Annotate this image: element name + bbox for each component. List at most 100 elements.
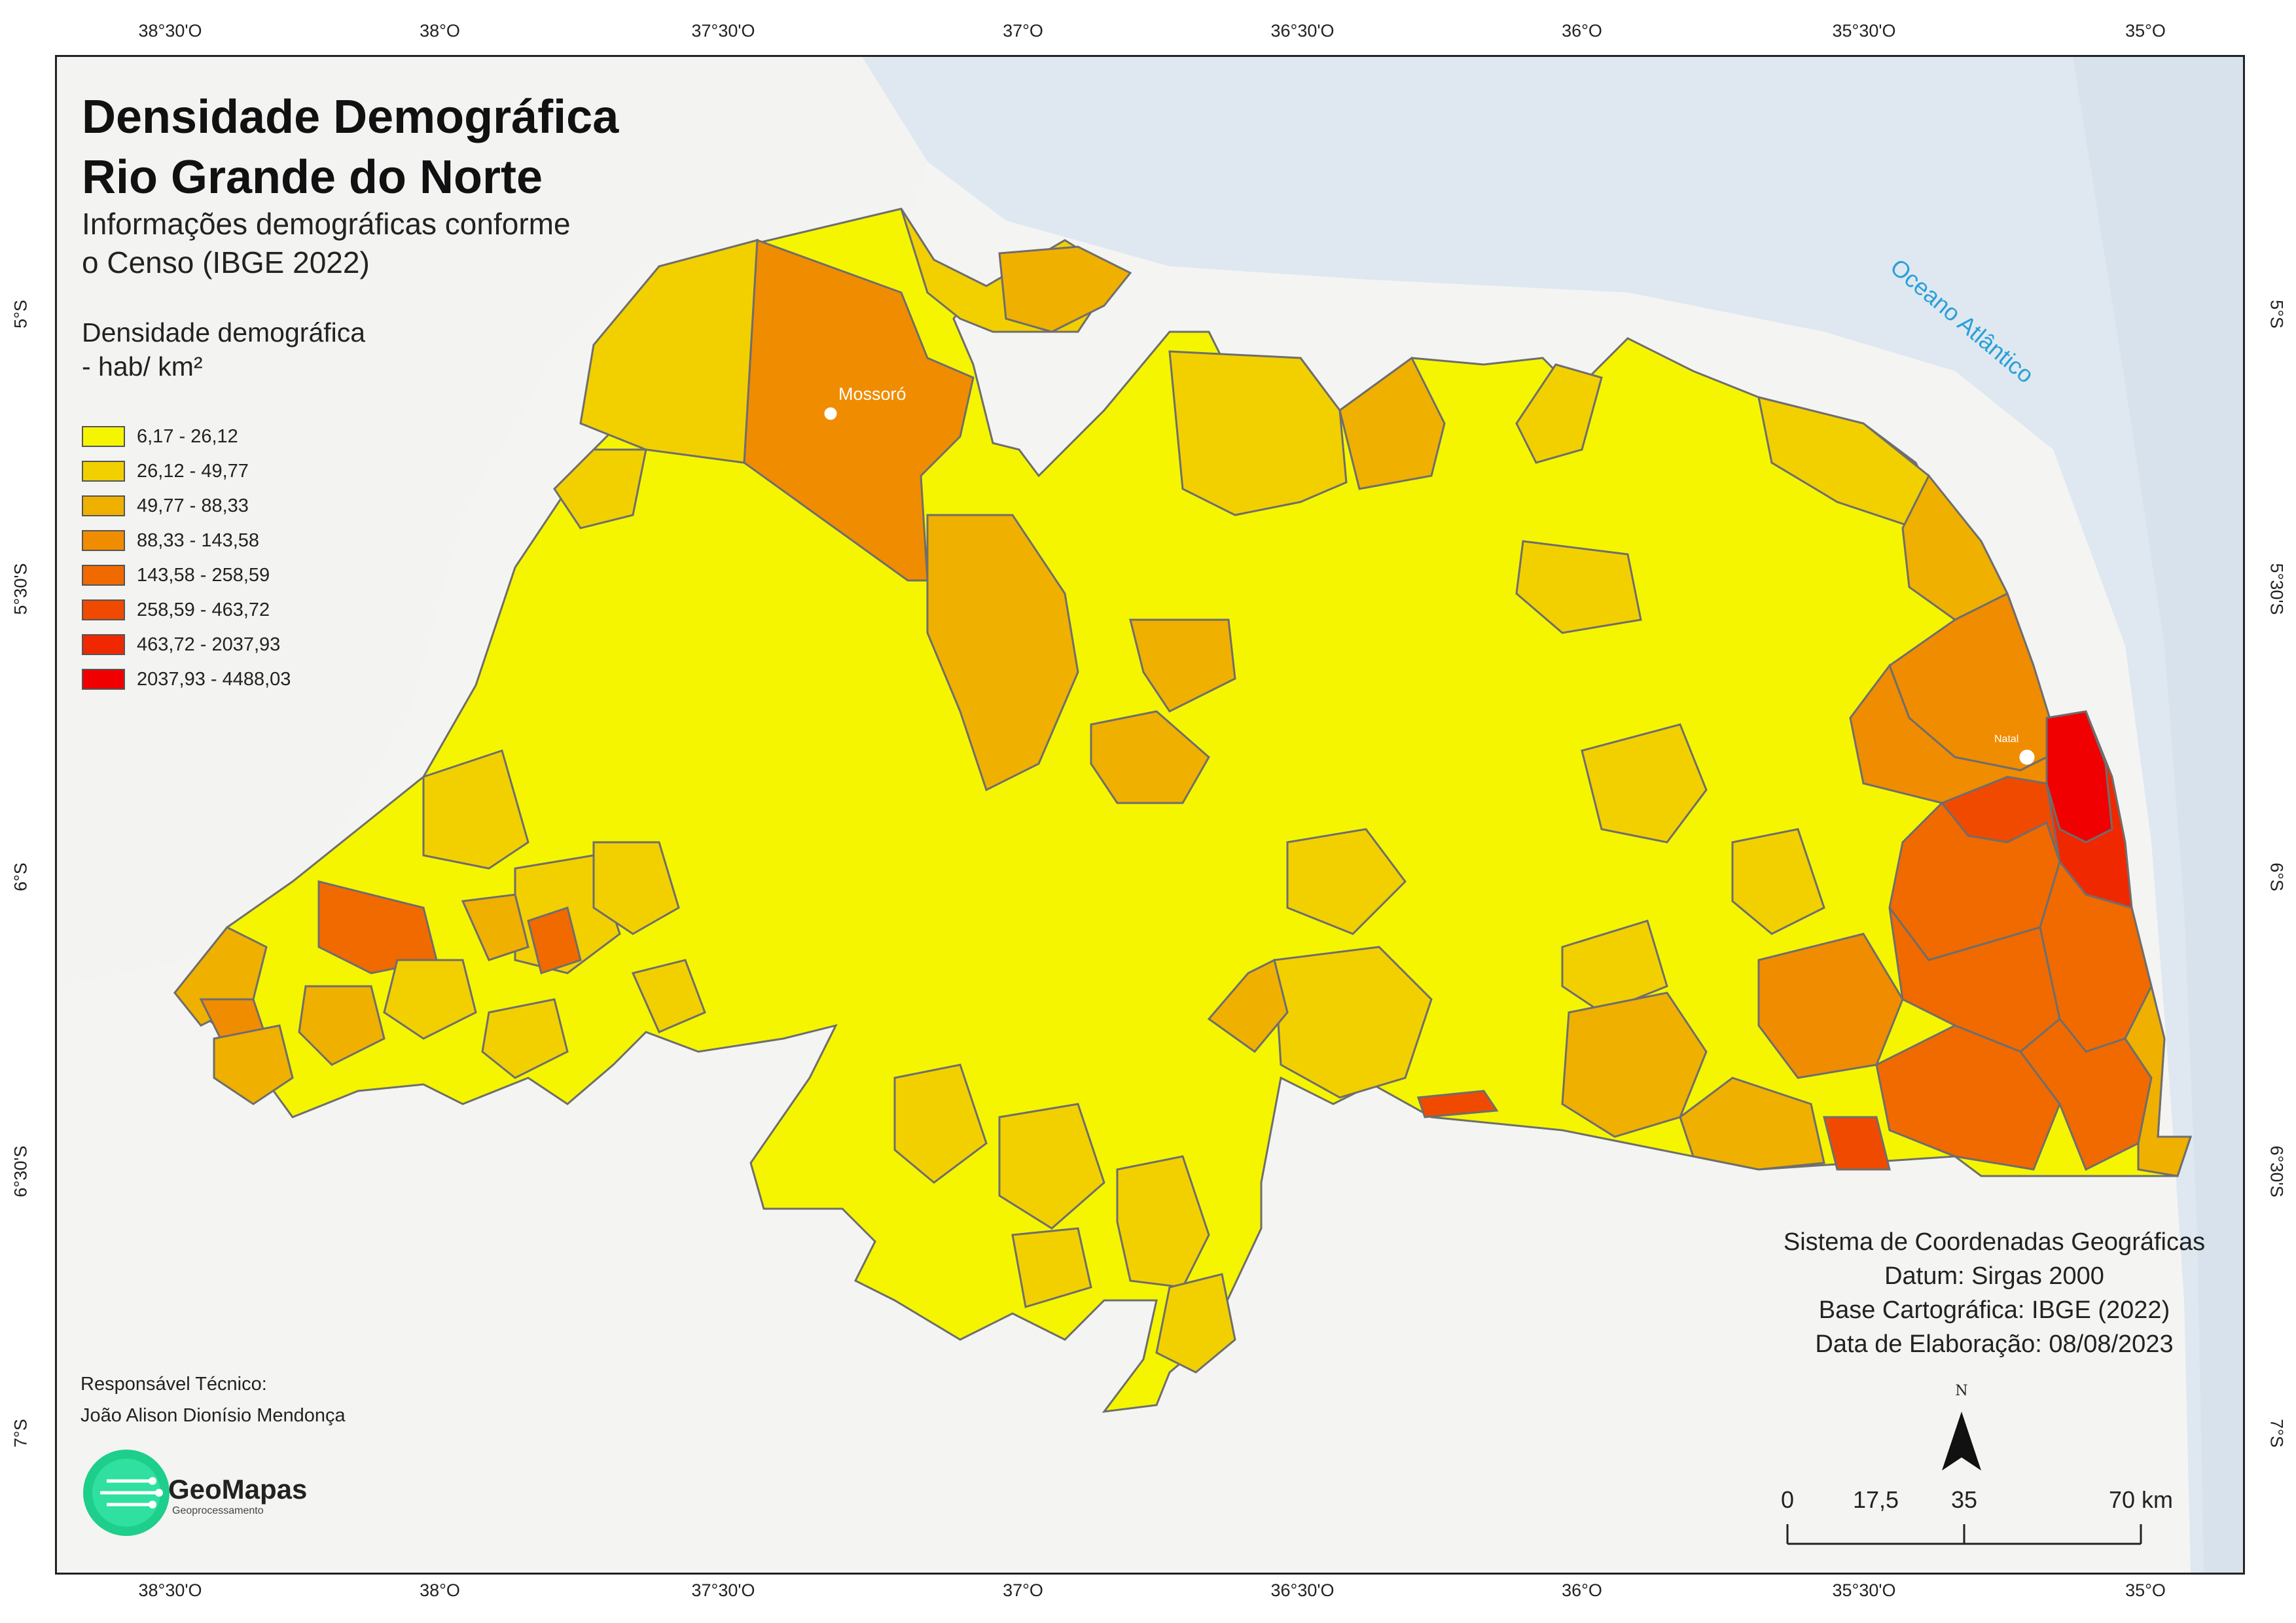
map-subtitle-line2: o Censo (IBGE 2022)	[82, 245, 370, 279]
legend-label: 6,17 - 26,12	[137, 425, 238, 447]
municipality-central-8[interactable]	[1731, 828, 1825, 935]
municipality-north-coast-2[interactable]	[998, 245, 1132, 333]
municipality-west-6[interactable]	[213, 1024, 294, 1105]
municipality-north-coast-3[interactable]	[1168, 350, 1348, 516]
geomapas-logo-icon	[83, 1450, 170, 1536]
longitude-tick-top: 35°30'O	[1832, 21, 1896, 41]
legend-label: 26,12 - 49,77	[137, 460, 249, 482]
city-marker-mossoro[interactable]	[824, 407, 837, 420]
municipality-south-9[interactable]	[1011, 1227, 1092, 1308]
longitude-tick-bottom: 38°O	[420, 1580, 460, 1600]
municipality-west-13[interactable]	[481, 998, 569, 1079]
municipality-central-2[interactable]	[1129, 618, 1236, 713]
city-label-mossoro: Mossoró	[838, 384, 906, 404]
scale-label: 17,5	[1852, 1486, 1899, 1513]
municipality-south-7[interactable]	[998, 1103, 1105, 1230]
map-frame: Densidade Demográfica Rio Grande do Nort…	[55, 55, 2245, 1575]
municipality-west-9[interactable]	[461, 893, 529, 961]
municipality-natal[interactable]	[2045, 710, 2113, 844]
legend-swatch	[82, 461, 125, 482]
north-arrow-icon	[1942, 1412, 1981, 1471]
city-marker-natal[interactable]	[2019, 749, 2035, 765]
legend-item: 258,59 - 463,72	[82, 599, 270, 620]
longitude-tick-top: 35°O	[2125, 21, 2166, 41]
municipality-mossoro[interactable]	[743, 238, 975, 582]
municipality-south-2[interactable]	[1679, 1077, 1825, 1171]
scale-label: 0	[1780, 1486, 1795, 1513]
municipality-central-4[interactable]	[1515, 540, 1642, 634]
latitude-tick-right: 5°30'S	[2267, 563, 2287, 615]
municipality-central-6[interactable]	[1286, 828, 1407, 935]
longitude-tick-top: 38°O	[420, 21, 460, 41]
latitude-tick-left: 7°S	[10, 1419, 31, 1448]
scale-label: 70 km	[2108, 1486, 2174, 1513]
credits-name: João Alison Dionísio Mendonça	[81, 1405, 346, 1426]
latitude-tick-left: 6°30'S	[10, 1145, 31, 1198]
municipality-north-coast-5[interactable]	[1515, 363, 1603, 464]
latitude-tick-left: 5°30'S	[10, 563, 31, 615]
map-canvas[interactable]	[57, 57, 2243, 1573]
municipality-east-9[interactable]	[1823, 1116, 1891, 1171]
longitude-tick-top: 37°30'O	[691, 21, 755, 41]
metadata-line4: Data de Elaboração: 08/08/2023	[1815, 1330, 2174, 1358]
legend-swatch	[82, 495, 125, 516]
municipality-south-4[interactable]	[1207, 958, 1289, 1054]
municipality-south-3[interactable]	[1273, 946, 1433, 1099]
latitude-tick-left: 6°S	[10, 863, 31, 891]
legend-swatch	[82, 530, 125, 551]
longitude-tick-bottom: 37°30'O	[691, 1580, 755, 1600]
legend-item: 463,72 - 2037,93	[82, 634, 280, 655]
logo-subtitle: Geoprocessamento	[172, 1505, 264, 1516]
municipality-west-7[interactable]	[298, 985, 386, 1066]
map-title-line1: Densidade Demográfica	[82, 91, 619, 143]
municipality-east-7[interactable]	[1875, 1024, 2061, 1171]
latitude-tick-right: 5°S	[2267, 300, 2287, 329]
municipality-north-coast-4[interactable]	[1338, 356, 1446, 490]
municipality-west-11[interactable]	[592, 841, 680, 935]
legend-label: 88,33 - 143,58	[137, 529, 260, 551]
longitude-tick-top: 36°30'O	[1270, 21, 1335, 41]
municipality-south-10[interactable]	[1416, 1090, 1499, 1118]
scale-bar	[1786, 1524, 2142, 1545]
legend-label: 49,77 - 88,33	[137, 495, 249, 516]
ocean-shade	[2073, 57, 2243, 1573]
map-title-line2: Rio Grande do Norte	[82, 151, 543, 204]
municipality-west-12[interactable]	[631, 959, 706, 1033]
municipality-west-8[interactable]	[383, 959, 477, 1040]
legend-item: 26,12 - 49,77	[82, 461, 249, 482]
municipality-east-3[interactable]	[1940, 776, 2061, 863]
latitude-tick-right: 6°30'S	[2267, 1145, 2287, 1198]
rio-grande-do-norte-municipalities	[173, 207, 2193, 1413]
legend-item: 88,33 - 143,58	[82, 530, 259, 551]
municipality-south-6[interactable]	[1155, 1273, 1236, 1374]
metadata-line2: Datum: Sirgas 2000	[1884, 1262, 2104, 1290]
north-label: N	[1955, 1383, 1968, 1399]
longitude-tick-bottom: 36°O	[1562, 1580, 1602, 1600]
legend-label: 463,72 - 2037,93	[137, 633, 281, 655]
legend-swatch	[82, 669, 125, 690]
metadata-line3: Base Cartográfica: IBGE (2022)	[1818, 1296, 2170, 1324]
municipality-northwest-inland[interactable]	[553, 448, 647, 529]
longitude-tick-bottom: 36°30'O	[1270, 1580, 1335, 1600]
legend-item: 143,58 - 258,59	[82, 565, 270, 586]
longitude-tick-top: 36°O	[1562, 21, 1602, 41]
legend-item: 49,77 - 88,33	[82, 495, 249, 516]
legend-title: Densidade demográfica - hab/ km²	[82, 317, 366, 382]
municipality-west-10[interactable]	[527, 906, 582, 974]
legend-item: 6,17 - 26,12	[82, 426, 238, 447]
municipality-west-1[interactable]	[422, 749, 529, 870]
city-label-natal: Natal	[1994, 734, 2019, 745]
scale-label: 35	[1950, 1486, 1978, 1513]
latitude-tick-right: 7°S	[2267, 1419, 2287, 1448]
map-subtitle-line1: Informações demográficas conforme	[82, 207, 571, 241]
municipality-south-8[interactable]	[893, 1063, 988, 1184]
municipality-central-1[interactable]	[926, 514, 1079, 792]
municipality-southeast-coast[interactable]	[2124, 983, 2193, 1177]
legend-label: 143,58 - 258,59	[137, 564, 270, 586]
municipality-central-3[interactable]	[1090, 710, 1210, 804]
latitude-tick-right: 6°S	[2267, 863, 2287, 891]
land-background	[57, 57, 927, 986]
municipality-central-5[interactable]	[1581, 723, 1708, 844]
legend-swatch	[82, 565, 125, 586]
logo-name: GeoMapas	[168, 1474, 308, 1505]
